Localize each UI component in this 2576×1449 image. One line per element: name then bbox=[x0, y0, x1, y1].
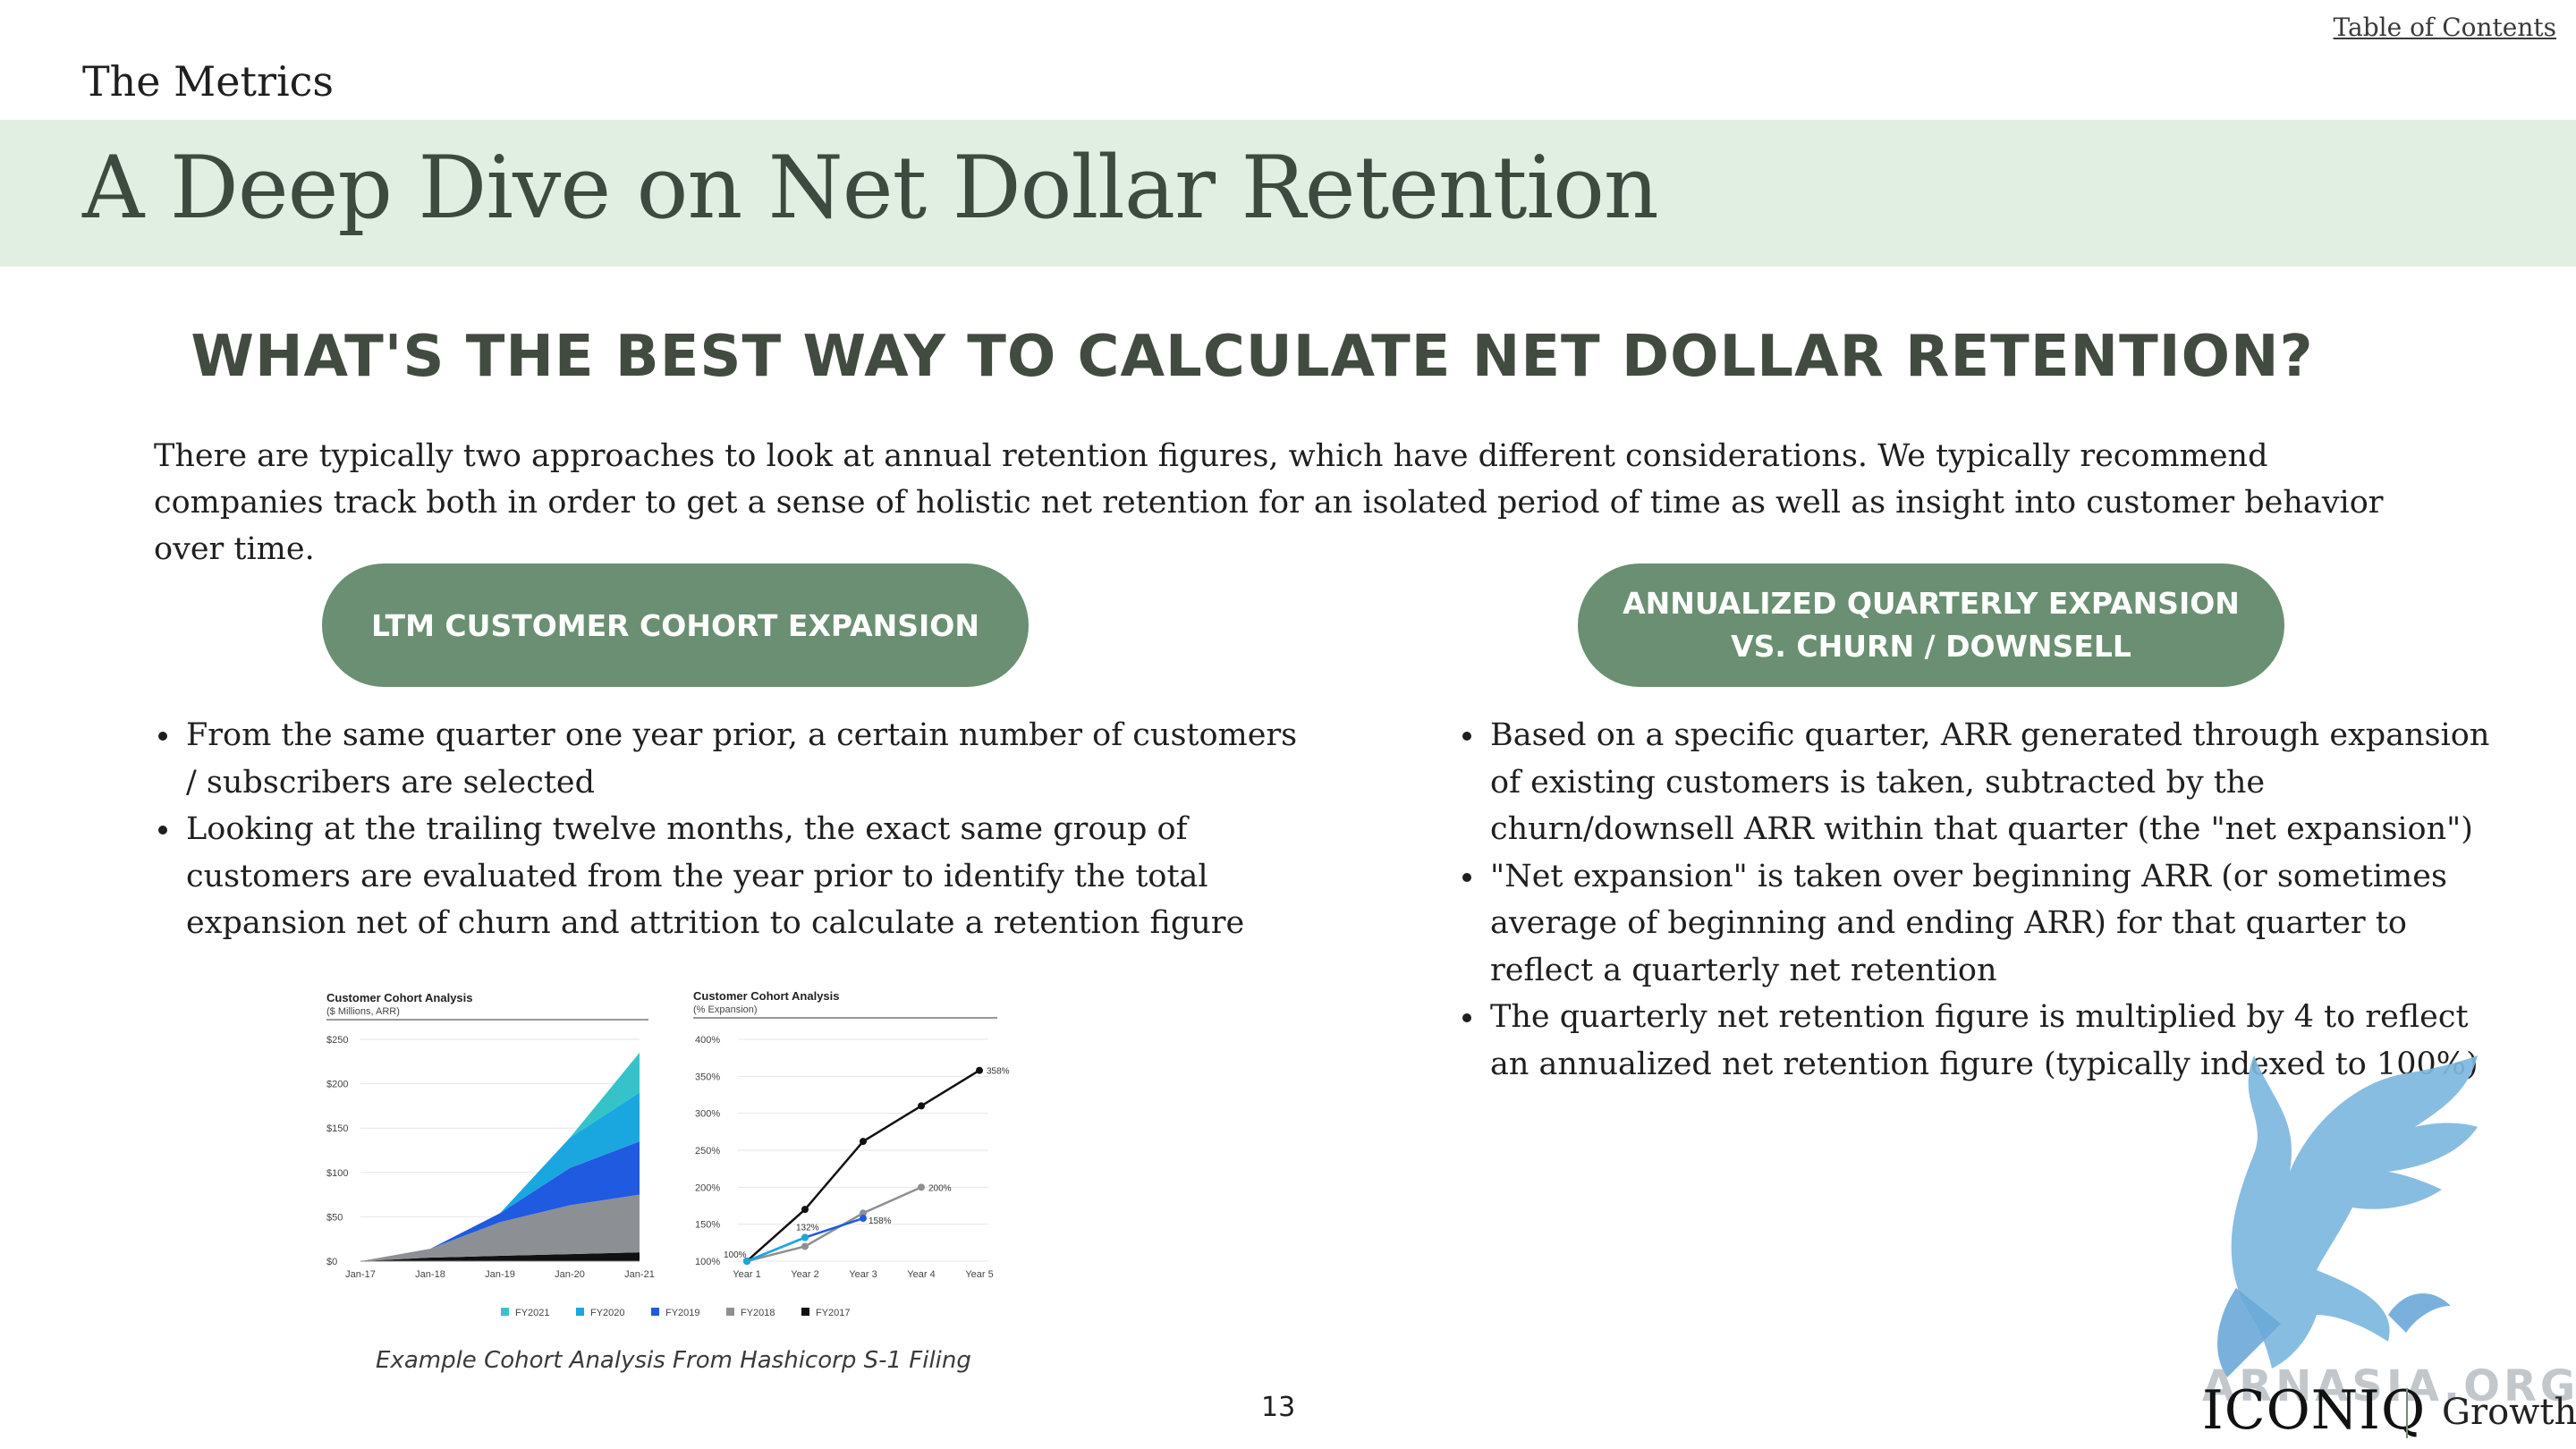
table-of-contents-link[interactable]: Table of Contents bbox=[2333, 13, 2556, 42]
y-tick-label: $150 bbox=[326, 1123, 348, 1134]
right-bullet-list: Based on a specific quarter, ARR generat… bbox=[1458, 712, 2497, 1088]
legend-label: FY2018 bbox=[741, 1308, 775, 1318]
legend-swatch bbox=[801, 1308, 809, 1316]
y-tick-label: $50 bbox=[326, 1212, 343, 1223]
x-tick-label: Year 5 bbox=[965, 1269, 993, 1280]
page-number: 13 bbox=[1261, 1392, 1296, 1423]
brand-logo-text: ICONIQ bbox=[2202, 1379, 2427, 1442]
y-tick-label: 300% bbox=[695, 1109, 720, 1120]
watermark-text: ARNASIA.ORG bbox=[2202, 1361, 2576, 1411]
griffin-watermark-logo bbox=[2182, 1020, 2558, 1440]
x-tick-label: Jan-19 bbox=[485, 1269, 515, 1280]
title-band: A Deep Dive on Net Dollar Retention bbox=[0, 120, 2576, 267]
y-tick-label: $100 bbox=[326, 1168, 348, 1179]
chart-subtitle: ($ Millions, ARR) bbox=[326, 1006, 400, 1017]
pill-label: ANNUALIZED QUARTERLY EXPANSION VS. CHURN… bbox=[1623, 586, 2240, 664]
data-label: 100% bbox=[724, 1250, 747, 1260]
y-tick-label: 150% bbox=[695, 1220, 720, 1231]
data-point bbox=[860, 1209, 867, 1217]
data-label: 132% bbox=[796, 1224, 819, 1233]
data-point bbox=[801, 1242, 809, 1250]
data-point bbox=[918, 1183, 925, 1191]
list-item: The quarterly net retention figure is mu… bbox=[1487, 994, 2497, 1088]
cohort-charts-svg: Customer Cohort Analysis ($ Millions, ARR… bbox=[326, 989, 1010, 1318]
left-bullet-list: From the same quarter one year prior, a … bbox=[154, 712, 1301, 947]
pill-label: LTM CUSTOMER COHORT EXPANSION bbox=[371, 607, 979, 643]
page-title: A Deep Dive on Net Dollar Retention bbox=[82, 138, 1659, 238]
x-tick-label: Year 3 bbox=[849, 1269, 877, 1280]
data-point bbox=[860, 1138, 867, 1146]
y-tick-label: 100% bbox=[695, 1257, 720, 1267]
x-tick-label: Year 2 bbox=[791, 1269, 818, 1280]
area-series-fy2019 bbox=[360, 1141, 640, 1261]
list-item: Based on a specific quarter, ARR generat… bbox=[1487, 712, 2497, 853]
section-question: WHAT'S THE BEST WAY TO CALCULATE NET DOL… bbox=[191, 324, 2314, 390]
annualized-quarterly-expansion-pill: ANNUALIZED QUARTERLY EXPANSION VS. CHURN… bbox=[1578, 564, 2284, 687]
data-label: 358% bbox=[987, 1067, 1010, 1077]
line-series-fy2020 bbox=[746, 1236, 806, 1263]
y-tick-label: 350% bbox=[695, 1072, 720, 1082]
y-tick-label: $0 bbox=[326, 1257, 337, 1267]
legend-swatch bbox=[651, 1308, 659, 1316]
chart-title: Customer Cohort Analysis bbox=[693, 989, 840, 1003]
data-point bbox=[976, 1066, 983, 1074]
intro-paragraph: There are typically two approaches to lo… bbox=[154, 438, 2384, 567]
ltm-cohort-expansion-pill: LTM CUSTOMER COHORT EXPANSION bbox=[322, 564, 1029, 687]
data-point bbox=[743, 1258, 750, 1265]
cohort-analysis-charts: Customer Cohort Analysis ($ Millions, ARR… bbox=[318, 984, 1015, 1333]
data-point bbox=[801, 1206, 809, 1214]
legend-label: FY2017 bbox=[816, 1308, 851, 1318]
y-tick-label: 400% bbox=[695, 1035, 720, 1046]
x-tick-label: Year 4 bbox=[907, 1269, 935, 1280]
legend-swatch bbox=[576, 1308, 584, 1316]
data-point bbox=[801, 1233, 809, 1241]
legend-swatch bbox=[726, 1308, 734, 1316]
x-tick-label: Jan-18 bbox=[415, 1269, 445, 1280]
x-tick-label: Year 1 bbox=[733, 1269, 760, 1280]
legend-swatch bbox=[501, 1308, 509, 1316]
griffin-icon bbox=[2217, 1055, 2478, 1377]
data-label: 158% bbox=[869, 1216, 892, 1226]
chart-caption: Example Cohort Analysis From Hashicorp S… bbox=[376, 1347, 971, 1374]
section-label: The Metrics bbox=[82, 57, 335, 106]
list-item: "Net expansion" is taken over beginning … bbox=[1487, 853, 2497, 995]
y-tick-label: $250 bbox=[326, 1035, 348, 1046]
x-tick-label: Jan-21 bbox=[624, 1269, 655, 1280]
line-series-fy2017 bbox=[746, 1069, 980, 1262]
list-item: Looking at the trailing twelve months, t… bbox=[182, 806, 1301, 947]
y-tick-label: 200% bbox=[695, 1182, 720, 1193]
chart-title: Customer Cohort Analysis bbox=[326, 991, 473, 1004]
area-series-fy2018 bbox=[360, 1194, 640, 1261]
brand-subtitle: Growth bbox=[2442, 1392, 2576, 1433]
data-point bbox=[918, 1102, 925, 1110]
line-series-fy2018 bbox=[746, 1186, 922, 1263]
data-point bbox=[860, 1215, 867, 1223]
x-tick-label: Jan-20 bbox=[555, 1269, 585, 1280]
legend-label: FY2021 bbox=[515, 1308, 550, 1318]
legend-label: FY2020 bbox=[590, 1308, 625, 1318]
list-item: From the same quarter one year prior, a … bbox=[182, 712, 1301, 806]
y-tick-label: 250% bbox=[695, 1146, 720, 1157]
chart-subtitle: (% Expansion) bbox=[693, 1004, 758, 1015]
y-tick-label: $200 bbox=[326, 1080, 348, 1090]
x-tick-label: Jan-17 bbox=[345, 1269, 376, 1280]
legend-label: FY2019 bbox=[665, 1308, 700, 1318]
brand-divider bbox=[2406, 1388, 2408, 1438]
area-series-fy2017 bbox=[360, 1252, 640, 1261]
data-label: 200% bbox=[928, 1183, 952, 1193]
